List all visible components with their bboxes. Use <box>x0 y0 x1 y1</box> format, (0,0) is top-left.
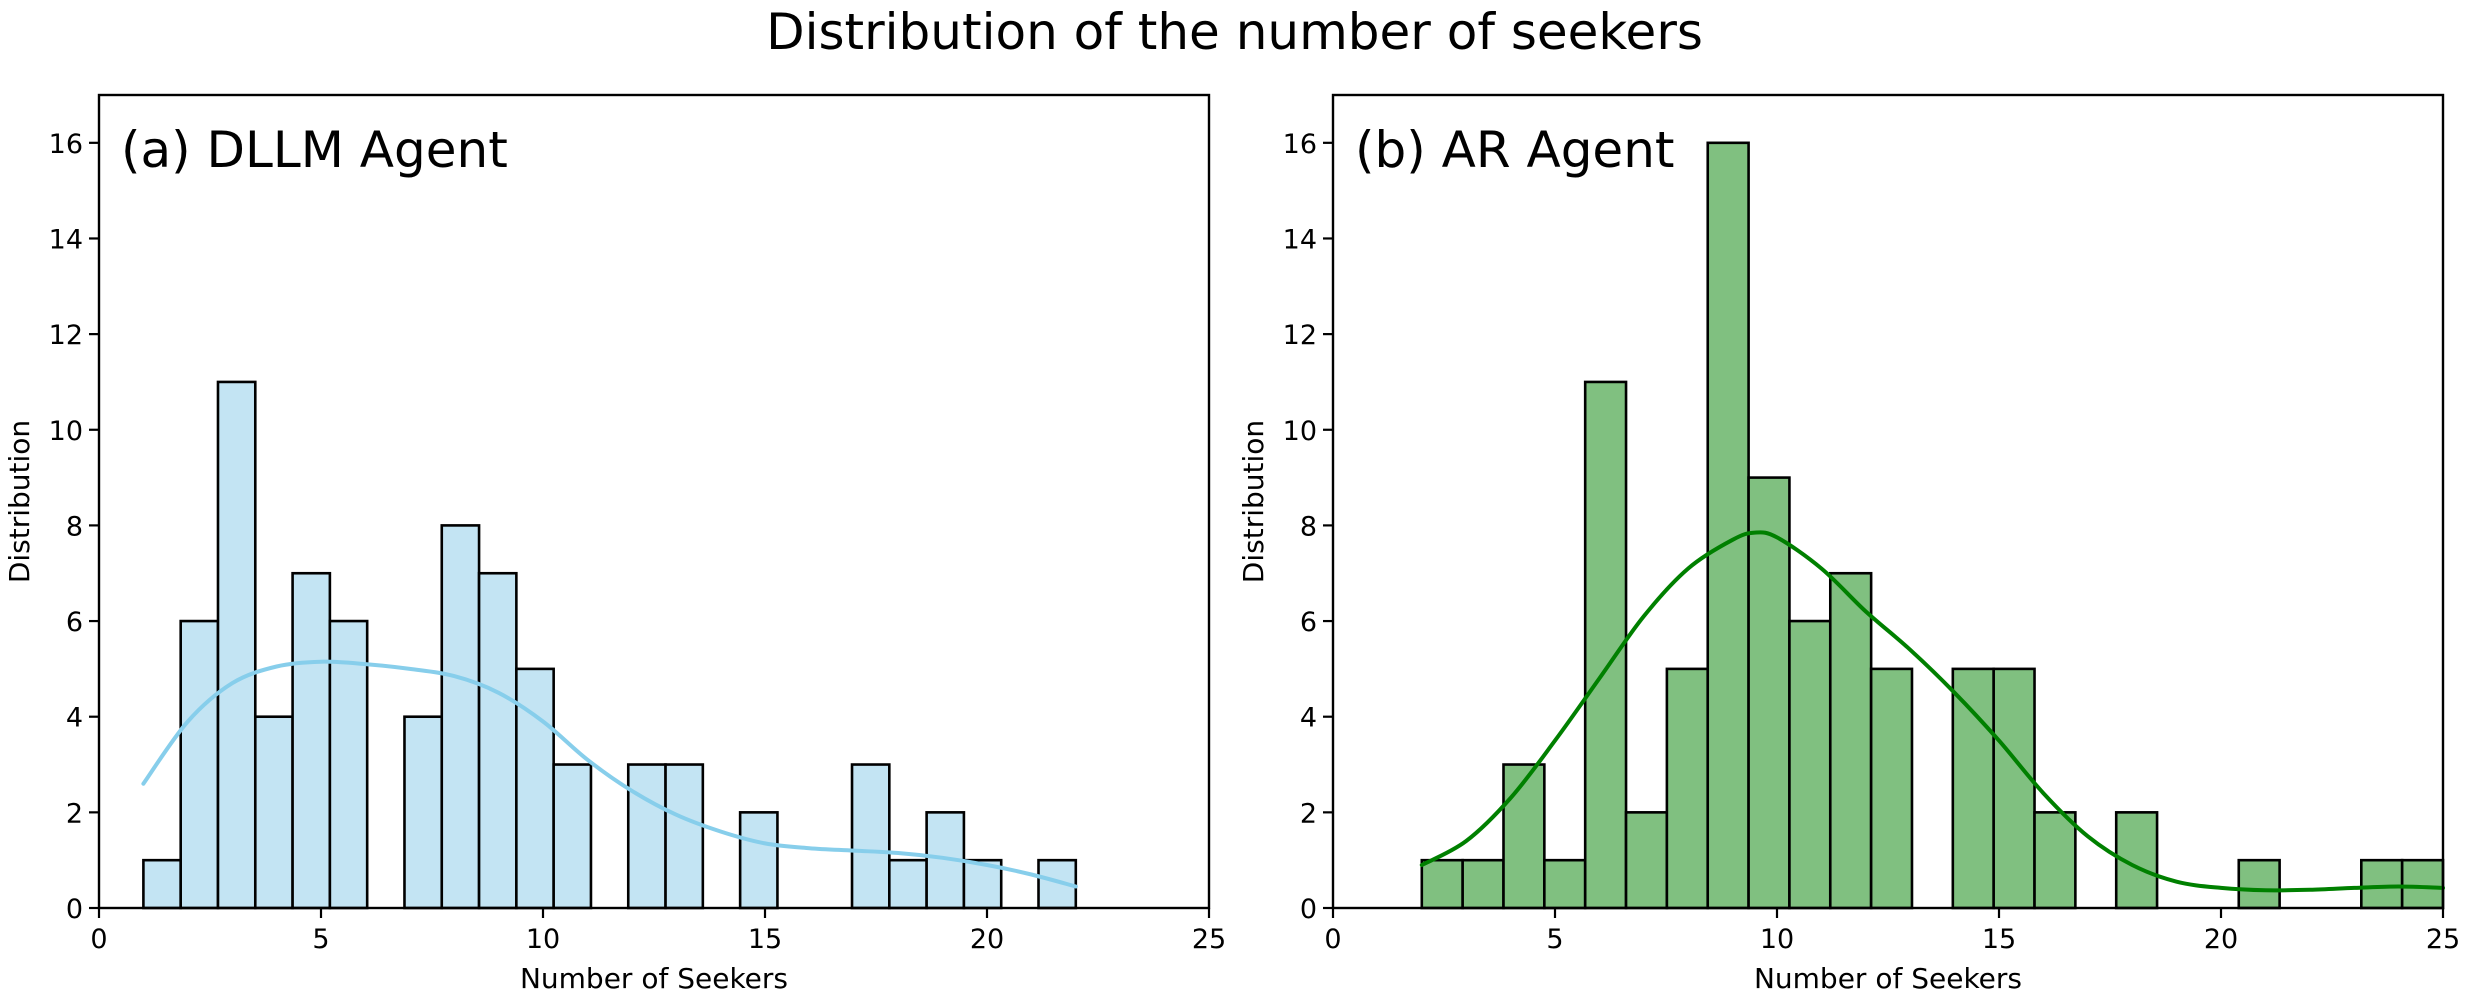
y-tick-label: 16 <box>49 129 83 160</box>
histogram-bar <box>1665 667 1710 910</box>
y-tick-label: 0 <box>66 894 83 925</box>
kde-curve <box>1419 530 2445 893</box>
y-tick-label: 14 <box>49 224 83 255</box>
histogram-bar <box>1788 619 1832 910</box>
y-tick-label: 8 <box>1300 511 1317 542</box>
x-tick-label: 25 <box>2426 924 2460 955</box>
histogram-bar <box>403 715 444 910</box>
y-tick-label: 4 <box>1300 703 1317 734</box>
histogram-bar <box>2360 858 2404 910</box>
figure-title: Distribution of the number of seekers <box>766 3 1703 61</box>
y-tick-label: 10 <box>1283 416 1317 447</box>
histogram-bar <box>2033 811 2077 910</box>
y-axis-label: Distribution <box>3 420 36 583</box>
x-tick-label: 0 <box>90 924 107 955</box>
x-tick-label: 0 <box>1324 924 1341 955</box>
y-tick-label: 8 <box>66 511 83 542</box>
histogram-bar <box>1543 858 1587 910</box>
histogram-bar <box>1828 571 1873 910</box>
histogram-bar <box>664 763 705 910</box>
y-tick-label: 4 <box>66 703 83 734</box>
y-tick-label: 6 <box>66 607 83 638</box>
histogram-bar <box>626 763 667 910</box>
histogram-bar <box>1461 858 1505 910</box>
axes-frame <box>97 93 1211 910</box>
x-axis-label: Number of Seekers <box>1754 962 2022 995</box>
histogram-bar <box>515 667 555 910</box>
x-tick-label: 10 <box>1760 924 1794 955</box>
histogram-bar <box>1869 667 1914 910</box>
y-tick-label: 12 <box>49 320 83 351</box>
y-tick-label: 6 <box>1300 607 1317 638</box>
histogram-bar <box>1747 476 1791 910</box>
histogram-bar <box>1992 667 2036 910</box>
histogram-bar <box>1502 763 1546 910</box>
kde-curve <box>141 659 1078 889</box>
panel-ar-agent: 0 5 10 15 20 25 0 2 4 6 8 10 12 14 16 Number of Seekers… <box>1237 93 2460 995</box>
y-tick-label: 16 <box>1283 129 1317 160</box>
x-tick-label: 15 <box>748 924 782 955</box>
histogram-bar <box>2400 858 2445 910</box>
histogram-bar <box>142 858 182 910</box>
x-tick-label: 20 <box>970 924 1004 955</box>
histogram-bar <box>1420 858 1464 910</box>
y-axis-label: Distribution <box>1237 420 1270 583</box>
y-tick-label: 10 <box>49 416 83 447</box>
y-tick-label: 0 <box>1300 894 1317 925</box>
histogram-bar <box>291 571 332 910</box>
axes-frame <box>1331 93 2445 910</box>
x-tick-label: 20 <box>2204 924 2238 955</box>
y-tick-label: 2 <box>1300 798 1317 829</box>
histogram-bar <box>253 715 294 910</box>
x-tick-label: 5 <box>1546 924 1563 955</box>
y-tick-label: 12 <box>1283 320 1317 351</box>
histogram-bar <box>552 763 593 910</box>
x-tick-label: 10 <box>526 924 560 955</box>
x-tick-label: 25 <box>1192 924 1226 955</box>
histogram-bar <box>888 858 928 910</box>
panel-dllm-agent: 0 5 10 15 20 25 0 2 4 6 8 10 12 14 16 Number of Seekers… <box>3 93 1226 995</box>
x-tick-label: 5 <box>312 924 329 955</box>
histogram-bar <box>1624 811 1669 910</box>
histogram-bar <box>738 811 779 910</box>
panel-label: (b) AR Agent <box>1355 121 1674 179</box>
histogram-bar <box>440 524 481 910</box>
histogram-bar <box>2237 858 2281 910</box>
histogram-bar <box>328 619 369 910</box>
panel-label: (a) DLLM Agent <box>121 121 508 179</box>
histogram-bar <box>216 380 257 910</box>
y-tick-label: 14 <box>1283 224 1317 255</box>
histogram-bar <box>1706 141 1750 910</box>
histogram-bar <box>850 763 891 910</box>
histogram-bar <box>1583 380 1628 910</box>
histogram-bar <box>179 619 220 910</box>
y-tick-label: 2 <box>66 798 83 829</box>
x-axis-label: Number of Seekers <box>520 962 788 995</box>
histogram-bar <box>1951 667 1995 910</box>
x-tick-label: 15 <box>1982 924 2016 955</box>
histogram-bar <box>477 571 518 910</box>
